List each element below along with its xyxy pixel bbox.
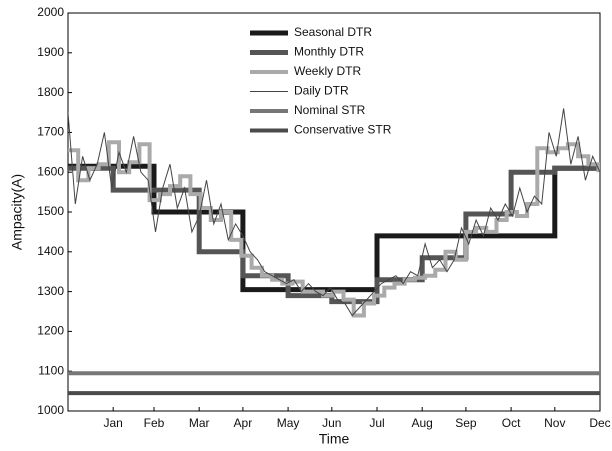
y-tick-label: 1600 [37,164,64,178]
y-tick-label: 1700 [37,125,64,139]
y-tick-label: 1800 [37,85,64,99]
x-tick-label: Jun [322,416,341,430]
y-tick-label: 1500 [37,204,64,218]
x-tick-label: Jan [104,416,123,430]
x-tick-label: Oct [502,416,521,430]
x-tick-label: Aug [412,416,433,430]
x-tick-label: Nov [544,416,565,430]
legend-label: Daily DTR [294,84,349,98]
x-axis-label: Time [319,431,350,447]
x-tick-label: Dec [589,416,610,430]
y-tick-label: 1200 [37,324,64,338]
y-axis-label: Ampacity(A) [9,174,25,250]
y-tick-label: 1100 [38,363,64,377]
x-tick-label: Feb [144,416,165,430]
y-tick-label: 1300 [37,284,64,298]
y-tick-label: 1900 [37,45,64,59]
y-tick-label: 1400 [37,244,64,258]
x-tick-label: Apr [234,416,253,430]
legend-label: Seasonal DTR [294,25,372,39]
x-tick-label: Sep [455,416,477,430]
legend-label: Monthly DTR [294,45,364,59]
y-tick-label: 2000 [37,5,64,19]
x-tick-label: May [277,416,300,430]
legend-label: Weekly DTR [294,64,361,78]
x-tick-label: Jul [369,416,384,430]
legend-label: Nominal STR [294,103,366,117]
data-line [68,140,600,318]
data-line [68,108,600,317]
x-tick-label: Mar [189,416,210,430]
y-tick-label: 1000 [37,403,64,417]
legend-label: Conservative STR [294,123,392,137]
